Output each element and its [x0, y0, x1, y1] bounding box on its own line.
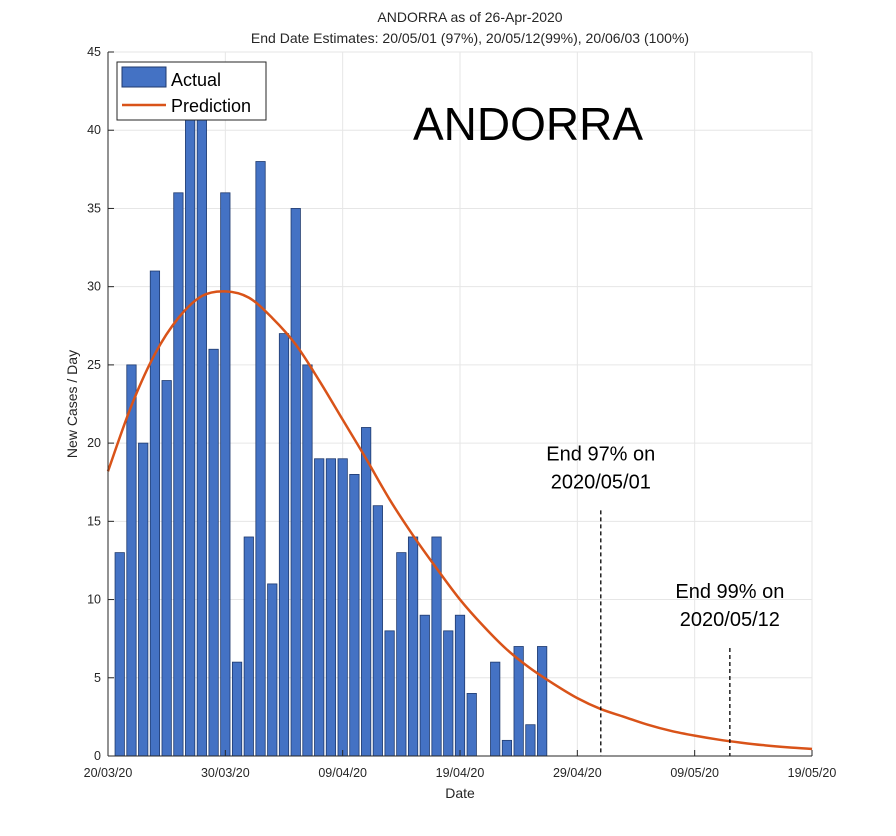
bar: [138, 442, 149, 757]
x-tick-label: 09/05/20: [670, 766, 719, 780]
y-tick-label: 20: [87, 436, 101, 450]
y-tick-label: 10: [87, 593, 101, 607]
bar: [407, 536, 419, 757]
bar: [173, 192, 184, 757]
y-tick-label: 35: [87, 201, 101, 215]
y-tick-label: 25: [87, 358, 101, 372]
bar-series-actual: [114, 82, 548, 757]
bar: [525, 724, 536, 757]
country-label: ANDORRA: [413, 98, 643, 150]
bar: [454, 614, 466, 757]
bar: [384, 630, 395, 757]
bar: [220, 192, 231, 757]
end-date-annotation-text: End 97% on: [546, 443, 655, 465]
bar: [537, 646, 548, 757]
end-date-annotation-text: 2020/05/12: [680, 609, 780, 631]
bar: [419, 614, 430, 757]
x-tick-label: 19/04/20: [436, 766, 485, 780]
x-tick-label: 09/04/20: [318, 766, 367, 780]
bar: [196, 82, 207, 757]
bar: [490, 661, 501, 757]
y-tick-label: 5: [94, 671, 101, 685]
legend-label-prediction: Prediction: [171, 96, 251, 116]
y-axis-ticks: 0 5 10 15 20 25 30 35 40 45: [87, 45, 114, 763]
chart-title: ANDORRA as of 26-Apr-2020: [377, 9, 562, 25]
bar: [278, 333, 290, 757]
x-tick-label: 29/04/20: [553, 766, 602, 780]
end-date-annotation-text: End 99% on: [675, 581, 784, 603]
bar: [290, 208, 301, 757]
bar: [443, 630, 454, 757]
bar: [501, 739, 513, 757]
x-axis-label: Date: [445, 785, 475, 801]
legend: Actual Prediction: [116, 61, 267, 121]
bar: [231, 661, 243, 757]
bar: [208, 348, 219, 757]
bar: [149, 270, 161, 757]
y-tick-label: 30: [87, 280, 101, 294]
bar: [466, 693, 477, 757]
bar: [361, 427, 372, 757]
legend-label-actual: Actual: [171, 70, 221, 90]
bar: [114, 552, 125, 757]
line-series-prediction: [106, 290, 813, 751]
bar: [161, 380, 172, 757]
x-axis-ticks: 20/03/20 30/03/20 09/04/20 19/04/20 29/04/20…: [84, 750, 837, 780]
bar: [126, 364, 137, 757]
y-tick-label: 45: [87, 45, 101, 59]
bar: [243, 536, 254, 757]
y-tick-label: 40: [87, 123, 101, 137]
bar: [337, 458, 348, 757]
bar: [185, 82, 196, 757]
end-date-annotation-text: 2020/05/01: [551, 471, 651, 493]
chart-subtitle: End Date Estimates: 20/05/01 (97%), 20/0…: [251, 30, 689, 46]
legend-swatch-actual: [121, 66, 167, 88]
x-tick-label: 30/03/20: [201, 766, 250, 780]
prediction-line: [106, 290, 813, 751]
bar: [302, 364, 313, 757]
y-axis-label: New Cases / Day: [64, 350, 80, 458]
bar: [396, 552, 407, 757]
bar: [325, 458, 337, 757]
y-tick-label: 0: [94, 749, 101, 763]
bar: [314, 458, 325, 757]
bar: [349, 473, 360, 757]
y-tick-label: 15: [87, 514, 101, 528]
annotations: End 97% on 2020/05/01 End 99% on 2020/05/12: [546, 443, 784, 756]
x-tick-label: 19/05/20: [788, 766, 837, 780]
x-tick-label: 20/03/20: [84, 766, 133, 780]
bar: [267, 583, 278, 757]
bar: [255, 161, 266, 757]
bar: [372, 505, 383, 757]
